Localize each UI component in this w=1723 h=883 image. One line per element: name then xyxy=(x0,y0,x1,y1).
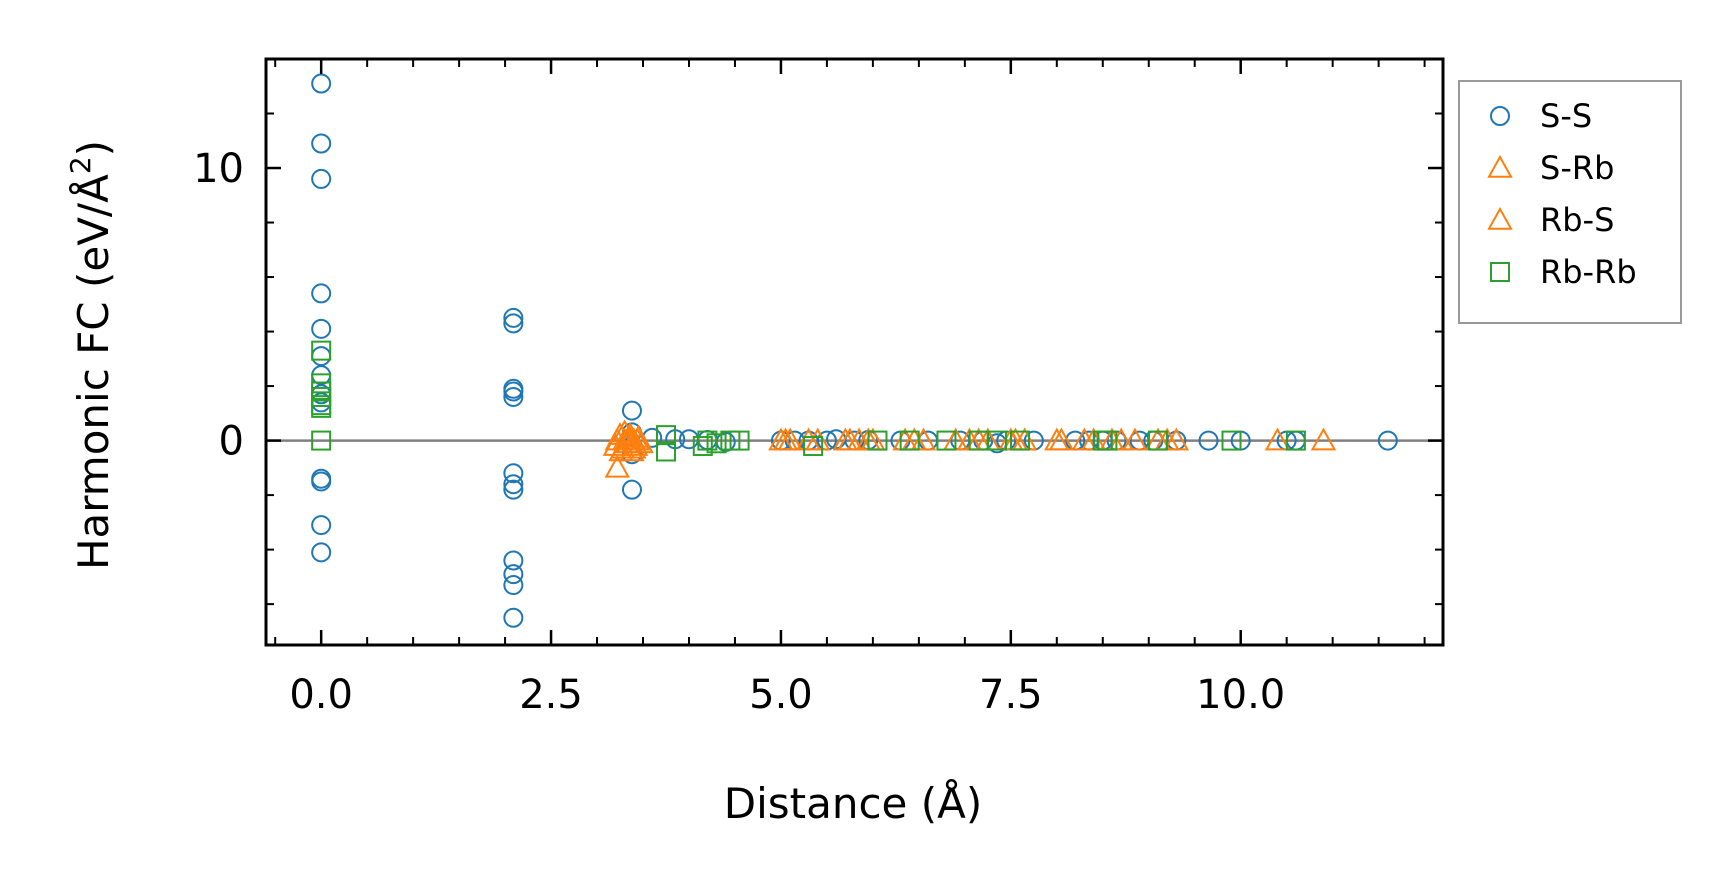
data-point-rb-s xyxy=(832,427,859,451)
y-axis-label-main: Harmonic FC (eV/Å xyxy=(68,174,118,570)
data-point-rb-s xyxy=(604,454,630,478)
data-point-rb-rb xyxy=(1147,430,1168,451)
data-point-s-rb xyxy=(1310,427,1337,451)
legend-marker-s-rb xyxy=(1487,154,1513,178)
data-point-rb-s xyxy=(772,427,799,451)
x-tick-label: 0.0 xyxy=(289,672,353,718)
data-point-s-s xyxy=(503,479,524,500)
legend-label-rb-rb: Rb-Rb xyxy=(1540,253,1637,291)
data-markers xyxy=(311,73,1398,628)
data-point-rb-rb xyxy=(311,340,332,361)
data-point-s-s xyxy=(503,607,524,628)
y-tick-label: 0 xyxy=(219,419,244,465)
data-point-rb-rb xyxy=(655,441,676,462)
legend-label-s-rb: S-Rb xyxy=(1540,149,1614,187)
data-point-rb-s xyxy=(615,430,641,454)
y-axis-label-superscript: 2 xyxy=(64,156,97,174)
legend-label-rb-s: Rb-S xyxy=(1540,201,1614,239)
data-point-s-s xyxy=(503,307,524,328)
data-point-rb-s xyxy=(795,427,822,451)
data-point-s-s xyxy=(1198,430,1219,451)
data-point-s-s xyxy=(503,463,524,484)
data-point-rb-rb xyxy=(706,433,727,454)
data-point-s-s xyxy=(311,133,332,154)
legend-entries: S-S S-Rb Rb-S Rb-Rb xyxy=(1487,97,1637,291)
data-point-s-s xyxy=(1377,430,1398,451)
data-point-s-s xyxy=(503,381,524,402)
y-axis-label: Harmonic FC (eV/Å2) xyxy=(64,140,118,570)
data-point-rb-s xyxy=(611,427,638,451)
data-point-rb-rb xyxy=(867,430,888,451)
data-point-s-s xyxy=(503,313,524,334)
y-tick-label: 10 xyxy=(193,146,244,192)
data-point-rb-rb xyxy=(311,397,332,418)
data-point-s-s xyxy=(311,283,332,304)
legend-marker-s-s xyxy=(1490,106,1510,126)
data-point-s-s xyxy=(311,471,332,492)
data-point-s-s xyxy=(311,346,332,367)
legend: S-S S-Rb Rb-S Rb-Rb xyxy=(1458,80,1682,324)
data-point-rb-rb xyxy=(936,430,957,451)
data-point-s-rb xyxy=(1264,427,1291,451)
data-point-s-rb xyxy=(611,419,638,443)
axis-tick-labels: 0.0 2.5 5.0 7.5 10.0 0 10 xyxy=(193,146,1285,718)
data-point-rb-rb xyxy=(803,436,824,457)
x-tick-label: 7.5 xyxy=(979,672,1043,718)
plot-area xyxy=(266,73,1443,628)
data-point-rb-rb xyxy=(692,436,713,457)
data-point-rb-rb xyxy=(311,430,332,451)
data-point-rb-rb xyxy=(1097,430,1118,451)
data-point-s-rb xyxy=(1122,427,1148,451)
data-point-s-s xyxy=(503,386,524,407)
data-point-rb-rb xyxy=(729,430,750,451)
data-point-rb-rb xyxy=(1285,430,1306,451)
data-point-rb-rb xyxy=(899,430,920,451)
data-point-rb-rb xyxy=(1010,430,1031,451)
data-point-rb-rb xyxy=(987,430,1008,451)
data-point-s-s xyxy=(621,400,642,421)
data-point-s-s xyxy=(311,542,332,563)
axes-frame xyxy=(264,57,1445,647)
legend-marker-rb-rb xyxy=(1490,262,1510,282)
data-point-s-s xyxy=(503,474,524,495)
data-point-rb-s xyxy=(1048,427,1075,451)
axis-ticks xyxy=(266,58,1443,645)
data-point-rb-s xyxy=(628,430,654,454)
legend-label-s-s: S-S xyxy=(1540,97,1592,135)
data-point-s-s xyxy=(621,479,642,500)
x-axis-label: Distance (Å) xyxy=(724,778,983,828)
data-point-s-s xyxy=(311,73,332,94)
data-point-s-s xyxy=(311,168,332,189)
data-point-s-s xyxy=(503,575,524,596)
x-tick-label: 5.0 xyxy=(749,672,813,718)
data-point-s-s xyxy=(678,429,699,450)
legend-frame xyxy=(1458,80,1682,324)
data-point-s-s xyxy=(503,564,524,585)
data-point-s-s xyxy=(311,318,332,339)
y-axis-label-close: ) xyxy=(69,140,118,156)
data-point-rb-s xyxy=(624,427,651,451)
data-point-s-s xyxy=(311,515,332,536)
data-point-rb-rb xyxy=(1221,430,1242,451)
data-point-s-s xyxy=(503,550,524,571)
legend-marker-rb-s xyxy=(1487,206,1513,230)
x-tick-label: 2.5 xyxy=(519,672,583,718)
data-point-rb-rb xyxy=(655,425,676,446)
x-tick-label: 10.0 xyxy=(1196,672,1285,718)
